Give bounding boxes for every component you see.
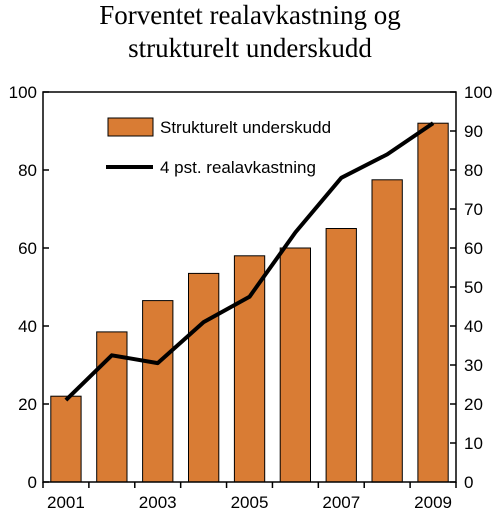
right-tick-label: 0 <box>464 473 473 492</box>
bar-2008 <box>371 179 403 483</box>
right-tick-label: 50 <box>464 278 483 297</box>
line-realavkastning <box>64 121 435 402</box>
chart-title-line-2: strukturelt underskudd <box>128 33 372 63</box>
x-tick-label: 2001 <box>47 493 85 512</box>
bar-2007 <box>325 228 357 483</box>
bar-2009 <box>417 122 449 483</box>
right-tick-label: 30 <box>464 356 483 375</box>
left-tick-label: 60 <box>18 239 37 258</box>
x-tick-label: 2003 <box>139 493 177 512</box>
bar-2006 <box>279 247 312 483</box>
bar-2001 <box>50 395 82 483</box>
x-tick-label: 2009 <box>414 493 452 512</box>
right-tick-label: 10 <box>464 434 483 453</box>
right-tick-label: 20 <box>464 395 483 414</box>
bar-2004 <box>188 272 220 483</box>
right-tick-label: 40 <box>464 317 483 336</box>
x-tick-label: 2005 <box>231 493 269 512</box>
right-tick-label: 60 <box>464 239 483 258</box>
legend-label-strukturelt-underskudd: Strukturelt underskudd <box>160 118 331 137</box>
line-series <box>64 121 435 402</box>
right-tick-label: 90 <box>464 122 483 141</box>
right-tick-label: 70 <box>464 200 483 219</box>
left-tick-label: 20 <box>18 395 37 414</box>
bar-series <box>50 122 449 483</box>
chart-title-line-1: Forventet realavkastning og <box>99 0 400 30</box>
left-tick-label: 100 <box>9 83 37 102</box>
legend: Strukturelt underskudd 4 pst. realavkast… <box>106 117 331 177</box>
right-tick-label: 100 <box>464 83 492 102</box>
legend-label-realavkastning: 4 pst. realavkastning <box>160 158 316 177</box>
bar-2005 <box>233 255 266 483</box>
left-tick-label: 0 <box>28 473 37 492</box>
right-tick-label: 80 <box>464 161 483 180</box>
left-tick-label: 80 <box>18 161 37 180</box>
x-tick-label: 2007 <box>322 493 360 512</box>
axes: 0 20 40 60 80 100 0 10 20 30 40 50 60 70 80 90 100 2001 20… <box>9 83 493 512</box>
legend-swatch-strukturelt-underskudd <box>107 117 154 137</box>
bar-2003 <box>142 300 174 483</box>
left-tick-label: 40 <box>18 317 37 336</box>
